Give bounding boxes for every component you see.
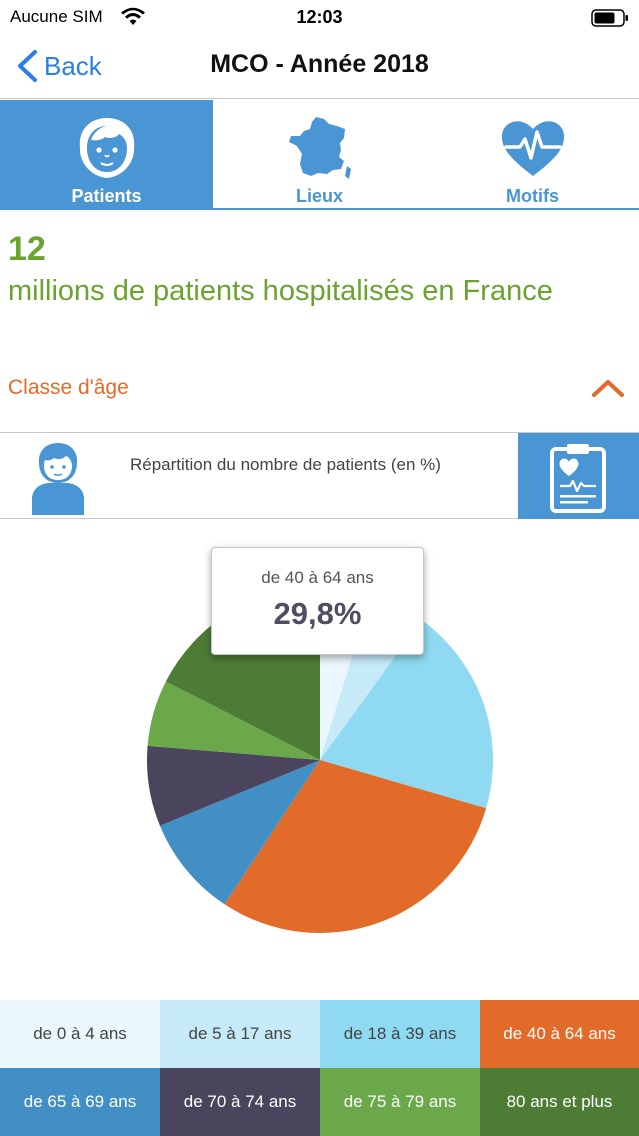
back-button[interactable]: Back — [16, 48, 102, 84]
headline-text: millions de patients hospitalisés en Fra… — [8, 275, 553, 307]
battery-icon — [591, 9, 628, 27]
report-button[interactable] — [518, 433, 639, 519]
age-pie-chart: de 40 à 64 ans 29,8% — [0, 525, 639, 995]
pie-slice-4[interactable] — [159, 760, 320, 905]
clock: 12:03 — [296, 7, 343, 27]
tab-label-lieux: Lieux — [295, 186, 343, 206]
tab-label-patients: Patients — [71, 186, 142, 206]
legend-item-5[interactable]: de 70 à 74 ans — [160, 1068, 320, 1136]
tooltip-value: 29,8% — [273, 596, 362, 631]
carrier-label: Aucune SIM — [10, 7, 103, 26]
pie-slice-2[interactable] — [320, 620, 494, 809]
pie-slice-6[interactable] — [147, 681, 320, 760]
clipboard-chart-icon — [550, 444, 606, 513]
pie-slice-3[interactable] — [224, 760, 487, 934]
tab-label-motifs: Motifs — [506, 186, 559, 206]
pie-slice-5[interactable] — [147, 745, 320, 826]
legend-item-7[interactable]: 80 ans et plus — [480, 1068, 639, 1136]
legend-item-2[interactable]: de 18 à 39 ans — [320, 1000, 480, 1068]
age-class-section-toggle[interactable]: Classe d'âge — [0, 362, 639, 412]
patient-face-icon — [79, 118, 134, 178]
chart-legend: de 0 à 4 ans de 5 à 17 ans de 18 à 39 ans d… — [0, 1000, 639, 1136]
tab-lieux[interactable]: Lieux — [213, 100, 426, 208]
legend-item-6[interactable]: de 75 à 79 ans — [320, 1068, 480, 1136]
status-bar: Aucune SIM 12:03 — [0, 0, 639, 36]
tab-bar: Patients Lieux Motifs — [0, 100, 639, 210]
headline-number: 12 — [8, 230, 46, 268]
navigation-bar: Back MCO - Année 2018 — [0, 36, 639, 99]
back-label: Back — [44, 50, 102, 81]
chevron-left-icon — [18, 50, 37, 82]
legend-item-0[interactable]: de 0 à 4 ans — [0, 1000, 160, 1068]
section-label: Classe d'âge — [8, 376, 129, 399]
chart-info-row: Répartition du nombre de patients (en %) — [0, 432, 639, 519]
chart-description: Répartition du nombre de patients (en %) — [130, 455, 441, 474]
pie-chart-svg — [147, 587, 494, 934]
tab-motifs[interactable]: Motifs — [426, 100, 639, 208]
wifi-icon — [121, 7, 145, 25]
legend-item-3[interactable]: de 40 à 64 ans — [480, 1000, 639, 1068]
tab-patients[interactable]: Patients — [0, 100, 213, 208]
heart-pulse-icon — [501, 121, 564, 176]
legend-item-4[interactable]: de 65 à 69 ans — [0, 1068, 160, 1136]
chevron-up-icon — [592, 380, 624, 397]
tooltip-category: de 40 à 64 ans — [261, 568, 374, 587]
person-icon — [32, 443, 84, 515]
legend-item-1[interactable]: de 5 à 17 ans — [160, 1000, 320, 1068]
chart-tooltip: de 40 à 64 ans 29,8% — [211, 547, 424, 655]
france-map-icon — [288, 117, 351, 179]
